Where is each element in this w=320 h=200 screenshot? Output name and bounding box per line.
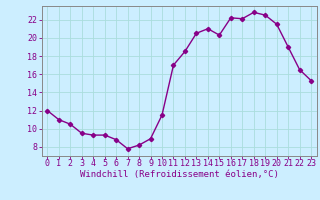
X-axis label: Windchill (Refroidissement éolien,°C): Windchill (Refroidissement éolien,°C) [80,170,279,179]
